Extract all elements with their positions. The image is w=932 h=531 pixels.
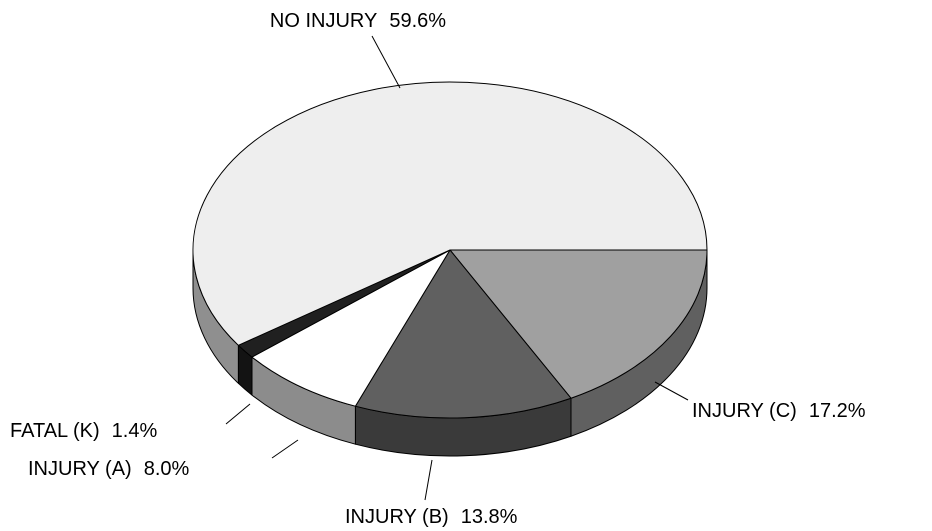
leader-line bbox=[371, 35, 401, 89]
value-label: 13.8% bbox=[461, 506, 518, 528]
value-label: 17.2% bbox=[809, 400, 866, 422]
leader-line bbox=[225, 403, 251, 425]
slice-label: INJURY (A) 8.0% bbox=[28, 458, 190, 480]
category-label: INJURY (C) bbox=[692, 400, 797, 422]
slice bbox=[192, 81, 708, 346]
value-label: 1.4% bbox=[112, 420, 158, 442]
slice-label: NO INJURY 59.6% bbox=[270, 10, 446, 32]
slice-label: INJURY (B) 13.8% bbox=[345, 506, 518, 528]
leader-line bbox=[424, 459, 433, 501]
leader-line bbox=[271, 439, 299, 459]
category-label: NO INJURY bbox=[270, 10, 377, 32]
slice bbox=[354, 249, 572, 419]
value-label: 8.0% bbox=[144, 458, 190, 480]
slice bbox=[449, 249, 708, 399]
category-label: FATAL (K) bbox=[10, 420, 100, 442]
slice bbox=[251, 249, 451, 407]
category-label: INJURY (A) bbox=[28, 458, 132, 480]
slice-label: INJURY (C) 17.2% bbox=[692, 400, 866, 422]
category-label: INJURY (B) bbox=[345, 506, 449, 528]
value-label: 59.6% bbox=[389, 10, 446, 32]
slice-label: FATAL (K) 1.4% bbox=[10, 420, 157, 442]
pie-tops bbox=[192, 81, 708, 419]
labels: INJURY (C) 17.2% INJURY (B) 13.8% INJURY (A)… bbox=[10, 10, 866, 528]
leader-line bbox=[654, 381, 689, 401]
